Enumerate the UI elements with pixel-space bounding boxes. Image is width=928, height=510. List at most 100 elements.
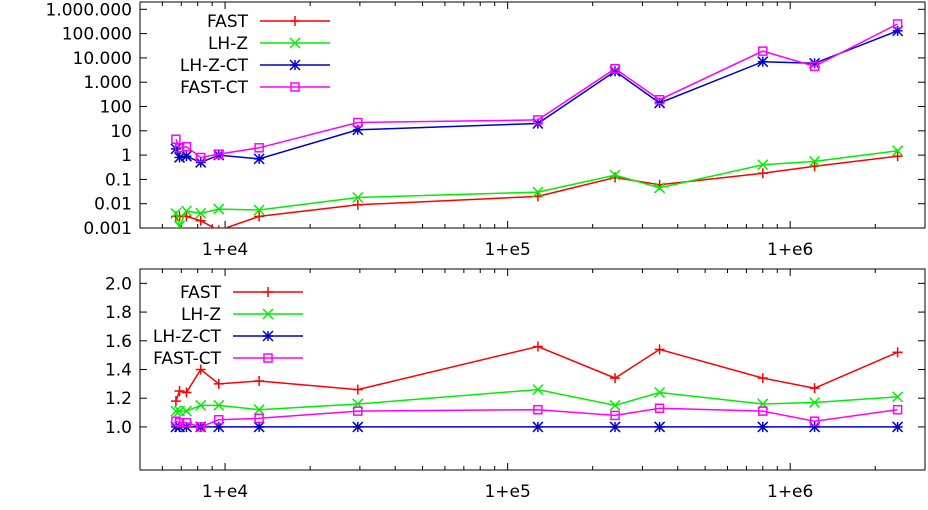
legend-marker [289,37,301,49]
data-point [610,63,620,74]
legend-entry-lh-z-ct: LH-Z-CT [153,327,303,347]
x-tick-label: 1+e6 [767,482,813,502]
x-tick-label: 1+e5 [484,482,530,502]
legend-label: LH-Z [208,34,248,54]
y-tick-label: 1.8 [105,303,132,323]
data-point [173,220,186,228]
data-point-d2 [757,56,769,68]
legend-entry-fast: FAST [207,12,330,32]
data-point-d2 [352,421,364,433]
data-point [892,145,904,157]
series-fast [170,151,903,228]
data-point [757,373,768,384]
legend-marker [262,330,274,342]
data-point [174,386,185,397]
data-point [180,150,192,162]
x-tick-label: 1+e6 [767,240,813,260]
data-point-box [181,417,192,428]
data-point-box [654,403,665,414]
data-point-d2 [352,191,364,204]
data-point [757,421,769,433]
data-point [352,421,364,433]
data-point-box [353,406,363,416]
data-point-box [892,404,903,415]
data-point [654,403,665,414]
y-tick-label: 1.000 [83,73,132,93]
x-tick-label: 1+e4 [202,482,248,502]
data-point [180,405,192,417]
data-point-d2 [195,399,207,411]
data-point [609,169,621,181]
legend-entry-lh-z: LH-Z [181,305,303,325]
data-point-d2 [532,186,544,198]
chart-panel-2: 1.0 1.2 1.4 1.6 1.8 2.0 1+e4 1+e5 1+e6 FASTLH-ZLH… [105,268,926,502]
data-point [892,347,903,358]
chart-panel-1: 0.001 0.01 0.1 1 10 100 1.000 10.000 100.000 1.00… [45,0,926,260]
data-point-d2 [609,169,621,181]
data-point [892,391,904,403]
data-point [809,161,820,172]
data-point-d2 [809,396,821,409]
data-point [181,387,192,398]
data-point [253,421,265,433]
series-line [175,23,898,159]
data-point [170,396,181,407]
data-point [174,143,185,153]
data-point-box [214,149,224,159]
data-point [254,375,265,386]
data-point-box [254,413,264,424]
data-point-d2 [180,405,192,417]
data-point [195,207,207,219]
data-point-d2 [253,404,265,416]
data-point [654,421,666,433]
legend-marker-box [263,353,273,363]
data-point [195,399,207,411]
y-tick-label: 0.1 [105,170,132,190]
data-point [654,344,665,355]
data-point [809,396,821,409]
series-fast [170,341,903,407]
legend-marker-box [290,82,300,92]
data-point-d2 [654,386,666,399]
data-point-box [533,115,543,125]
x-tick-label: 1+e5 [484,240,530,260]
legend-marker [290,16,300,26]
data-point [353,117,363,128]
y-tick-label: 1.000.000 [45,0,132,20]
data-point-d2 [892,421,904,433]
data-point [181,417,192,428]
data-point-d2 [213,399,225,411]
data-point [757,168,768,179]
data-point [253,153,265,165]
data-point [533,115,543,125]
data-point [892,151,903,162]
legend-marker-d2 [289,59,301,71]
legend-label: FAST [180,283,222,303]
data-point-d2 [195,207,207,219]
series-fast-ct [171,19,903,163]
data-point [809,416,820,426]
data-point [809,155,821,167]
data-point [758,406,768,416]
legend-entry-fast-ct: FAST-CT [180,78,330,98]
data-point [254,211,265,222]
legend-entry-lh-z-ct: LH-Z-CT [180,56,330,76]
data-point [213,399,225,411]
y-tick-label: 0.01 [94,195,132,215]
data-point-box [809,416,820,426]
data-point-box [254,143,264,153]
data-point-box [654,94,665,105]
data-point-d2 [170,207,182,219]
data-point [170,405,182,417]
y-tick-label: 1.2 [105,389,132,409]
data-point [654,386,666,399]
data-point [253,404,265,416]
data-point [214,149,224,159]
data-point-d2 [892,391,904,403]
legend-marker [263,353,273,363]
legend-label: LH-Z [181,305,221,325]
data-point-box [174,417,185,428]
data-point-d2 [757,159,769,171]
legend-label: FAST-CT [153,349,221,369]
